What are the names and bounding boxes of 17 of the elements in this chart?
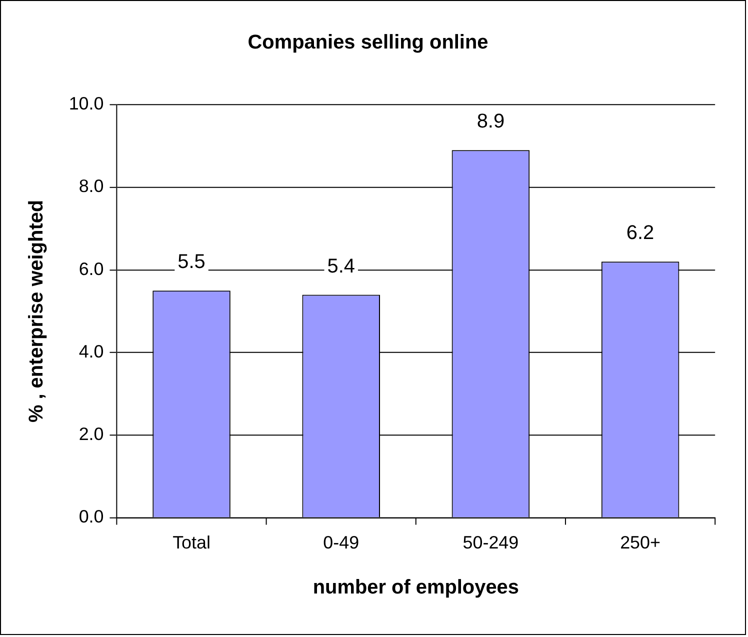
chart-title: Companies selling online [248,31,488,54]
data-label: 6.2 [626,222,654,244]
x-tick-label: Total [172,532,210,552]
data-label: 5.5 [178,251,206,274]
y-tick-label: 6.0 [78,258,104,279]
y-tick-label: 8.0 [78,176,104,196]
x-axis-title: number of employees [312,576,519,599]
x-tick-label: 250+ [620,532,660,552]
y-tick-label: 2.0 [78,424,104,444]
x-tick-label: 0-49 [323,532,360,552]
y-axis-title: % , enterprise weighted [25,200,48,423]
y-tick-label: 4.0 [78,341,104,362]
y-tick-label: 10.0 [68,94,104,114]
data-label: 5.4 [327,255,355,278]
x-tick-label: 50-249 [462,532,519,552]
data-label: 8.9 [476,110,505,133]
y-tick-label: 0.0 [78,506,104,527]
